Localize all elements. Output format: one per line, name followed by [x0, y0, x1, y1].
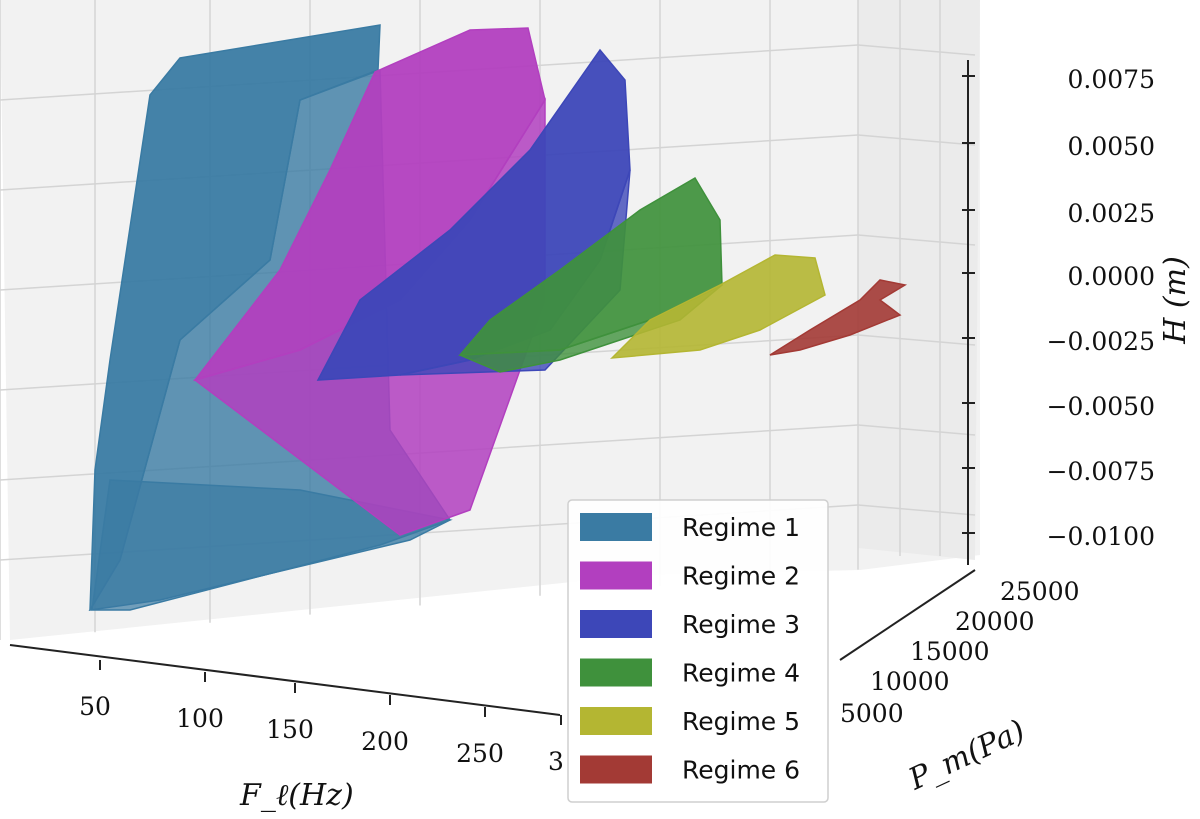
grid-line-horizontal [857, 234, 976, 246]
z-tick-label: 0.0050 [1068, 132, 1155, 161]
x-tick-label: 150 [266, 715, 314, 744]
legend: Regime 1 Regime 2 Regime 3 Regime 4 Regime 5… [567, 499, 829, 803]
y-tick-label: 5000 [840, 699, 904, 728]
x-axis-line [9, 644, 561, 716]
surface-patch [610, 254, 826, 359]
grid-line-horizontal [857, 44, 976, 56]
grid-line-horizontal [857, 504, 976, 516]
surface-patch [91, 479, 453, 611]
grid-line-horizontal [857, 134, 976, 146]
legend-label: Regime 6 [682, 756, 800, 785]
z-tick-label: 0.0025 [1068, 199, 1155, 228]
legend-label: Regime 1 [682, 513, 800, 542]
x-tick-label: 100 [176, 704, 224, 733]
legend-swatch [580, 707, 652, 735]
z-tick-label: −0.0050 [1047, 392, 1155, 421]
legend-swatch [580, 513, 652, 541]
y-tick-label: 15000 [910, 637, 990, 666]
z-tick-label: −0.0025 [1047, 327, 1155, 356]
y-tick-label: 25000 [1000, 577, 1080, 606]
regime-surfaces [88, 24, 908, 611]
z-tick-label: 0.0000 [1068, 262, 1155, 291]
z-tick-label: −0.0100 [1047, 522, 1155, 551]
surface-regime-5 [610, 254, 826, 359]
y-tick-label: 10000 [870, 667, 950, 696]
legend-label: Regime 5 [682, 707, 800, 736]
x-tick-label: 3 [548, 747, 564, 776]
legend-label: Regime 2 [682, 562, 800, 591]
grid-line-horizontal [857, 334, 976, 346]
legend-label: Regime 3 [682, 610, 800, 639]
legend-swatch [580, 755, 652, 784]
x-tick-label: 250 [456, 739, 504, 768]
x-tick-label: 50 [79, 692, 111, 721]
z-tick-label: −0.0075 [1047, 457, 1155, 486]
y-axis-line [839, 569, 976, 661]
legend-swatch [580, 561, 652, 590]
legend-swatch [580, 610, 652, 638]
surface-patch [769, 279, 908, 356]
right-pane [858, 0, 980, 560]
grid-line-horizontal [857, 424, 976, 436]
x-axis-title: F_ℓ(Hz) [239, 778, 354, 813]
legend-swatch [580, 658, 652, 687]
y-axis-title: P_m(Pa) [903, 713, 1031, 797]
y-tick-label: 20000 [955, 607, 1035, 636]
surface-regime-6 [769, 279, 908, 356]
legend-label: Regime 4 [682, 659, 800, 688]
z-axis-title: H (m) [1158, 256, 1193, 345]
z-tick-label: 0.0075 [1068, 65, 1155, 94]
x-tick-label: 200 [361, 727, 409, 756]
